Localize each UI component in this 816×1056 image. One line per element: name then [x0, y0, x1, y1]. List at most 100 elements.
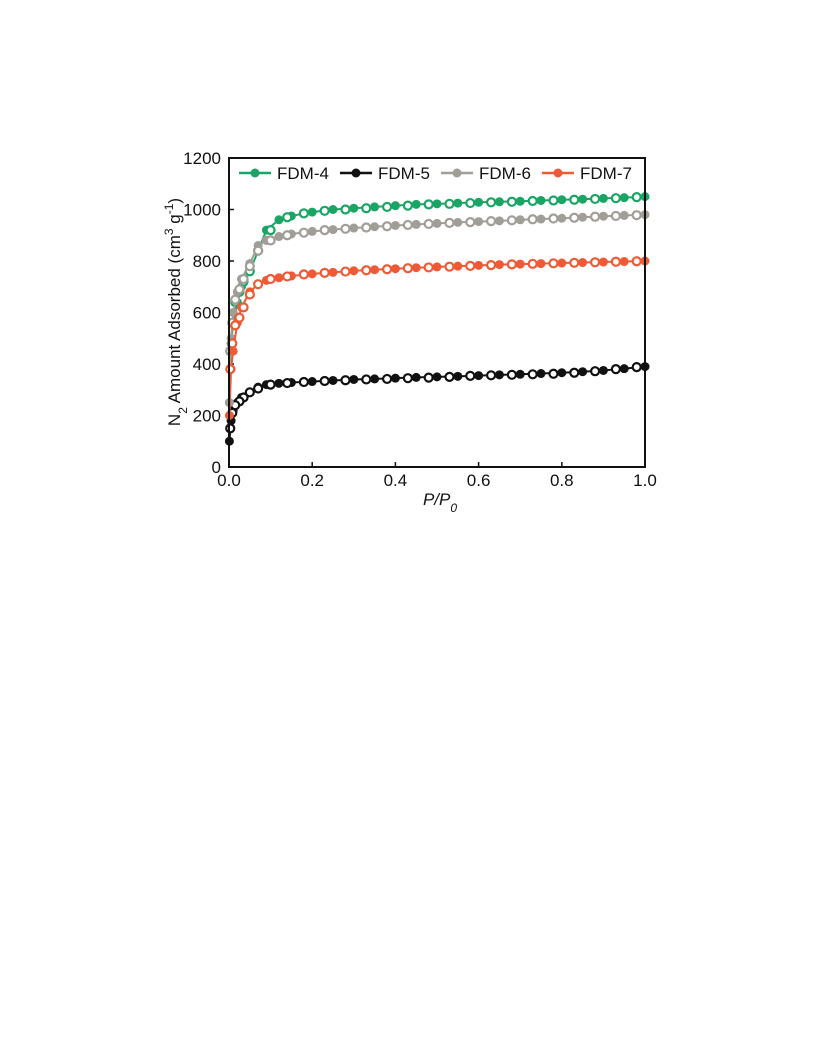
desorption-point [631, 361, 642, 373]
adsorption-point [515, 196, 525, 206]
adsorption-point [619, 257, 629, 267]
desorption-point [610, 193, 621, 204]
x-tick-label: 0.8 [550, 471, 574, 490]
desorption-point [340, 223, 351, 234]
desorption-point [298, 208, 309, 219]
desorption-point [423, 262, 434, 273]
y-label-part: 2 [176, 407, 190, 414]
desorption-point [506, 196, 517, 207]
adsorption-point [307, 377, 317, 387]
adsorption-point [494, 260, 504, 270]
adsorption-point [474, 371, 484, 381]
adsorption-point [536, 214, 546, 224]
adsorption-point [474, 260, 484, 270]
desorption-point [253, 383, 264, 394]
desorption-point [230, 294, 241, 305]
adsorption-point [390, 220, 400, 230]
legend-bg [539, 163, 636, 183]
x-axis-label: P/P0 [423, 490, 457, 515]
adsorption-point [578, 367, 588, 377]
adsorption-point [390, 201, 400, 211]
x-tick-label: 0.4 [384, 471, 408, 490]
adsorption-point [494, 216, 504, 226]
desorption-point [610, 210, 621, 222]
desorption-point [340, 375, 351, 386]
adsorption-point [494, 370, 504, 380]
desorption-point [527, 369, 538, 380]
x-tick-label: 0.0 [217, 471, 241, 490]
adsorption-point [557, 195, 567, 205]
adsorption-point [370, 202, 380, 212]
y-tick-label: 400 [193, 355, 221, 374]
desorption-point [485, 215, 497, 227]
adsorption-point [432, 199, 442, 209]
adsorption-point [370, 222, 380, 232]
adsorption-point [515, 215, 525, 225]
adsorption-point [474, 217, 484, 227]
y-tick-label: 1200 [183, 149, 221, 168]
adsorption-point [453, 371, 463, 381]
desorption-point [298, 227, 309, 238]
adsorption-point [228, 346, 238, 356]
desorption-point [444, 217, 455, 228]
desorption-point [340, 204, 351, 215]
legend-label: FDM-7 [580, 164, 632, 183]
desorption-point [506, 215, 517, 226]
desorption-point [589, 366, 601, 377]
adsorption-point [578, 194, 588, 204]
y-label-part: g [165, 214, 184, 228]
desorption-point [381, 201, 393, 213]
adsorption-point [328, 267, 338, 277]
adsorption-point [515, 259, 525, 269]
desorption-point [402, 373, 413, 384]
legend-label: FDM-6 [479, 164, 531, 183]
desorption-point [485, 370, 497, 381]
desorption-point [230, 320, 241, 331]
adsorption-point [411, 199, 421, 209]
legend-marker [452, 168, 462, 178]
desorption-point [610, 364, 621, 375]
adsorption-point [453, 261, 463, 271]
adsorption-point [536, 369, 546, 379]
y-axis-label: N2 Amount Adsorbed (cm3 g-1) [162, 198, 190, 426]
adsorption-point [274, 215, 284, 225]
legend-label: FDM-4 [277, 164, 329, 183]
y-tick-label: 0 [212, 458, 221, 477]
y-label-part: Amount Adsorbed (cm [165, 235, 184, 407]
adsorption-point [370, 374, 380, 384]
adsorption-point [411, 219, 421, 229]
desorption-point [589, 257, 601, 268]
y-label-part: 3 [162, 228, 176, 235]
legend-marker [351, 168, 361, 178]
adsorption-point [536, 259, 546, 269]
adsorption-point [390, 373, 400, 383]
adsorption-point [328, 225, 338, 235]
y-tick-label: 1000 [183, 201, 221, 220]
desorption-point [506, 369, 517, 380]
adsorption-point [598, 193, 608, 203]
desorption-point [423, 199, 434, 210]
desorption-point [361, 203, 372, 214]
desorption-point [569, 367, 580, 378]
desorption-point [381, 264, 393, 275]
adsorption-point [390, 264, 400, 274]
desorption-point [282, 377, 293, 389]
desorption-point [282, 230, 293, 241]
desorption-point [465, 260, 476, 271]
adsorption-point [557, 368, 567, 378]
desorption-point [569, 257, 580, 268]
desorption-point [298, 376, 309, 388]
adsorption-point [619, 364, 629, 374]
desorption-point [319, 225, 330, 236]
adsorption-point [432, 218, 442, 228]
desorption-point [244, 387, 255, 398]
adsorption-point [328, 205, 338, 214]
y-label-part: -1 [162, 203, 176, 214]
x-label-part: P/P [423, 490, 451, 509]
adsorption-point [494, 197, 504, 207]
desorption-point [610, 256, 621, 267]
desorption-point [527, 195, 538, 207]
desorption-point [444, 371, 455, 382]
adsorption-point [370, 265, 380, 275]
